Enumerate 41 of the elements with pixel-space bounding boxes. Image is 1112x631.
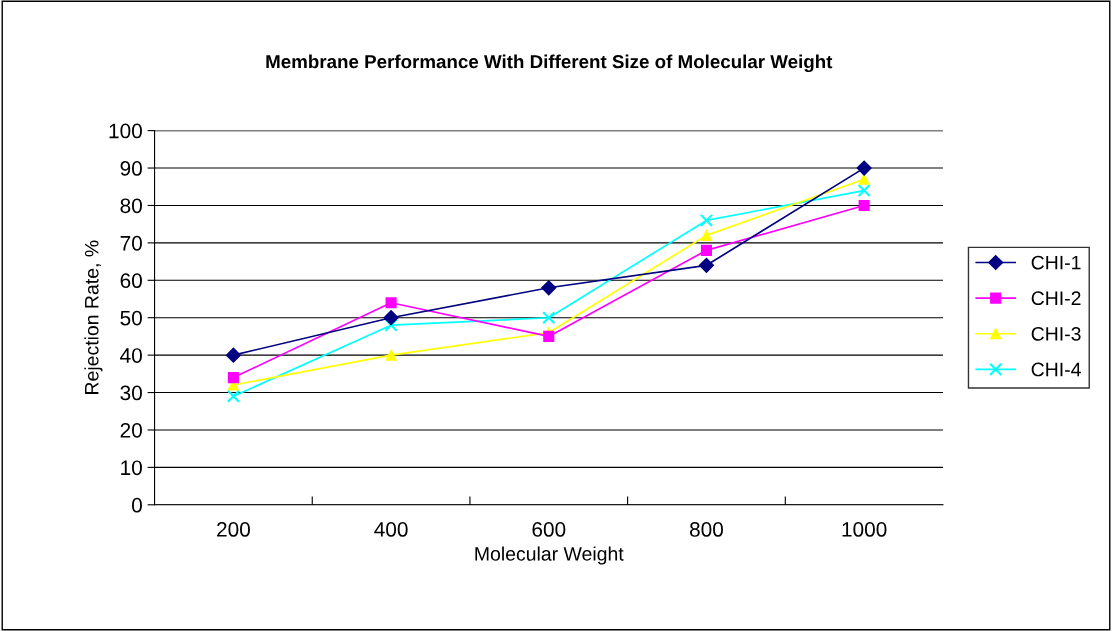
- y-tick-label: 30: [120, 385, 142, 401]
- y-tick-label: 100: [109, 123, 142, 139]
- point: [858, 173, 870, 185]
- y-tick-label: 70: [120, 235, 142, 251]
- y-axis-title: Rejection Rate, %: [84, 240, 103, 394]
- point: [858, 199, 870, 212]
- point: [226, 389, 240, 403]
- point: [542, 311, 556, 325]
- y-tick-label: 90: [120, 161, 142, 176]
- legend-label: CHI-1: [1031, 255, 1081, 270]
- x-axis-title: Molecular Weight: [475, 546, 624, 565]
- point: [383, 310, 399, 326]
- point: [700, 244, 713, 256]
- point: [385, 349, 397, 361]
- point: [700, 229, 713, 241]
- y-tick-label: 60: [120, 273, 142, 289]
- point: [857, 183, 871, 198]
- x-tick-label: 600: [532, 522, 566, 537]
- y-tick-label: 10: [121, 460, 142, 476]
- chart-title: Membrane Performance With Different Size of Molecular Weight: [266, 54, 833, 73]
- x-tick-label: 200: [217, 522, 250, 537]
- y-tick-label: 40: [120, 348, 142, 363]
- point: [541, 280, 557, 296]
- point: [856, 160, 872, 176]
- point: [384, 318, 398, 332]
- point: [227, 372, 239, 384]
- point: [225, 347, 241, 363]
- legend-label: CHI-4: [1031, 362, 1081, 377]
- point: [385, 297, 397, 309]
- x-tick-label: 800: [689, 522, 724, 537]
- y-tick-label: 80: [120, 198, 142, 214]
- y-tick-label: 20: [120, 422, 142, 438]
- point: [543, 330, 555, 342]
- x-tick-label: 1000: [842, 522, 887, 537]
- legend-label: CHI-2: [1031, 291, 1081, 306]
- point: [699, 213, 714, 228]
- x-tick-label: 400: [374, 522, 408, 537]
- legend-label: CHI-3: [1031, 326, 1081, 341]
- y-tick-label: 0: [131, 497, 142, 513]
- y-tick-label: 50: [120, 310, 142, 326]
- point: [698, 257, 715, 273]
